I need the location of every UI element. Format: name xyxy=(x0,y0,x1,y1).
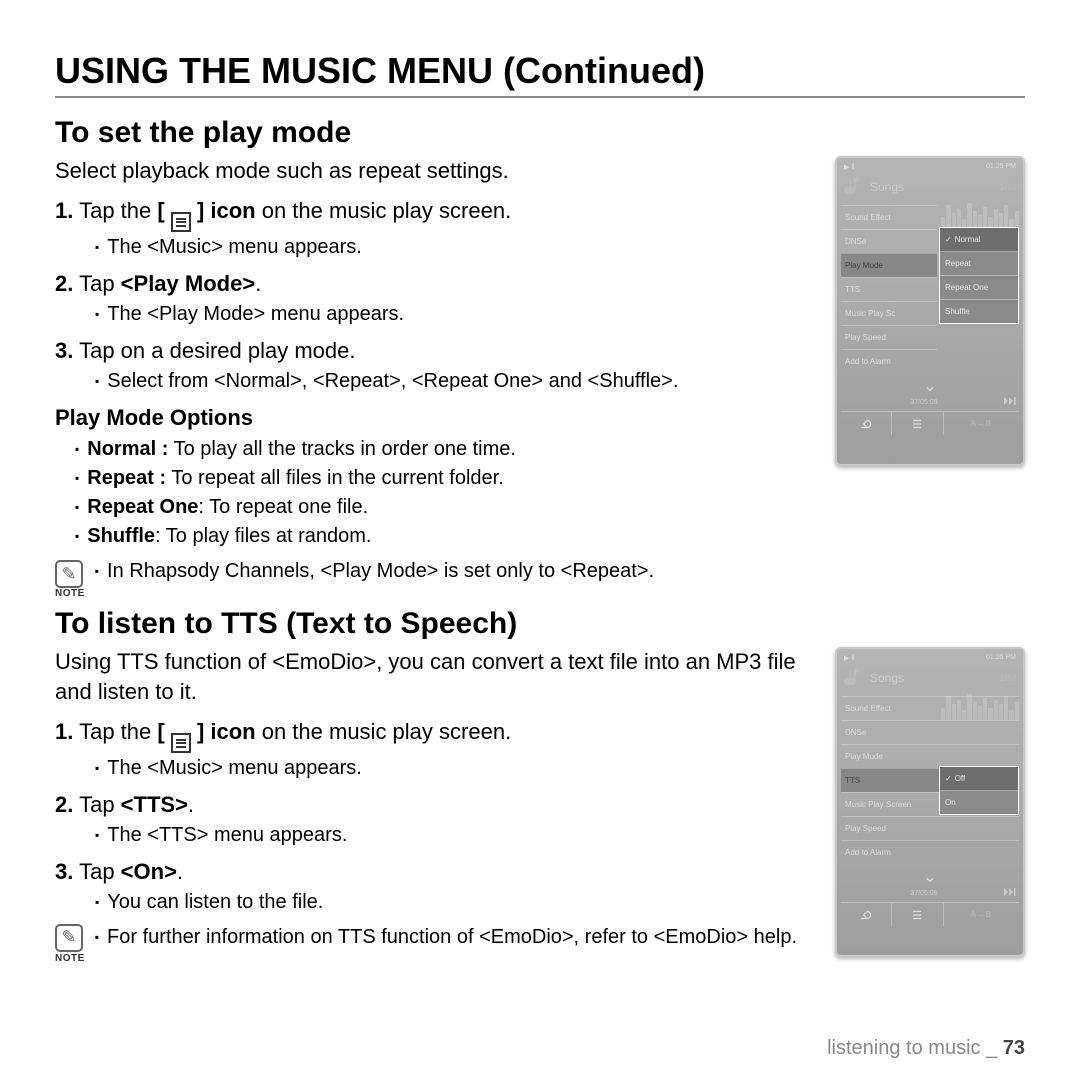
device-menu-row: Sound Effect xyxy=(841,696,1019,720)
playmode-options-list: Normal : To play all the tracks in order… xyxy=(55,436,815,550)
device-menu-row: Play Speed xyxy=(841,325,937,349)
page-title: USING THE MUSIC MENU (Continued) xyxy=(55,50,1025,98)
playmode-step-1: 1. Tap the [ ] icon on the music play sc… xyxy=(55,196,815,262)
playmode-step-3: 3. Tap on a desired play mode. Select fr… xyxy=(55,336,815,395)
note-icon: ✎ xyxy=(55,560,83,588)
device-menu-row: Play Speed xyxy=(841,816,1019,840)
back-icon xyxy=(841,903,891,926)
playmode-options-title: Play Mode Options xyxy=(55,403,815,433)
device-menu-row: TTS xyxy=(841,277,937,301)
music-note-icon xyxy=(843,666,865,690)
section-tts-title: To listen to TTS (Text to Speech) xyxy=(55,607,1025,641)
next-track-icon xyxy=(1004,396,1016,408)
tts-step-3: 3. Tap <On>. You can listen to the file. xyxy=(55,857,815,916)
device-menu-row: Music Play Sc xyxy=(841,301,937,325)
tts-step-2: 2. Tap <TTS>. The <TTS> menu appears. xyxy=(55,790,815,849)
list-icon xyxy=(891,412,943,435)
chevron-down-icon: ⌄ xyxy=(841,865,1019,887)
device-popup-option: Shuffle xyxy=(940,300,1018,323)
device-menu-row: Add to Alarm xyxy=(841,840,1019,864)
device-screenshot-tts: ▶ ‖01:25 PM Songs 1/52 Sound EffectDNSeP… xyxy=(835,647,1025,957)
list-icon xyxy=(891,903,943,926)
device-menu-row: Sound Effect xyxy=(841,205,937,229)
note-icon: ✎ xyxy=(55,924,83,952)
playmode-intro: Select playback mode such as repeat sett… xyxy=(55,156,815,186)
chevron-down-icon: ⌄ xyxy=(841,374,1019,396)
back-icon xyxy=(841,412,891,435)
device-popup-option: ✓Off xyxy=(940,767,1018,791)
device-screenshot-playmode: ▶ ‖01:25 PM Songs 1/52 Sound EffectDNSeP… xyxy=(835,156,1025,466)
ab-repeat-label: A↔B xyxy=(944,903,1019,926)
device-popup-option: Repeat One xyxy=(940,276,1018,300)
device-menu-row: Play Mode xyxy=(841,253,937,277)
device-popup-option: On xyxy=(940,791,1018,814)
device-menu-row: Add to Alarm xyxy=(841,349,937,373)
device-menu-row: Play Mode xyxy=(841,744,1019,768)
page-footer: listening to music _ 73 xyxy=(827,1037,1025,1060)
menu-icon xyxy=(171,733,191,753)
tts-step-1: 1. Tap the [ ] icon on the music play sc… xyxy=(55,717,815,783)
device-popup-option: ✓Normal xyxy=(940,228,1018,252)
device-menu-row: DNSe xyxy=(841,229,937,253)
music-note-icon xyxy=(843,175,865,199)
section-playmode-title: To set the play mode xyxy=(55,116,1025,150)
tts-note: For further information on TTS function … xyxy=(95,924,815,951)
playmode-note: In Rhapsody Channels, <Play Mode> is set… xyxy=(95,560,1025,583)
playmode-step-2: 2. Tap <Play Mode>. The <Play Mode> menu… xyxy=(55,269,815,328)
device-menu-row: DNSe xyxy=(841,720,1019,744)
ab-repeat-label: A↔B xyxy=(944,412,1019,435)
device-popup-option: Repeat xyxy=(940,252,1018,276)
tts-intro: Using TTS function of <EmoDio>, you can … xyxy=(55,647,815,706)
next-track-icon xyxy=(1004,887,1016,899)
menu-icon xyxy=(171,212,191,232)
